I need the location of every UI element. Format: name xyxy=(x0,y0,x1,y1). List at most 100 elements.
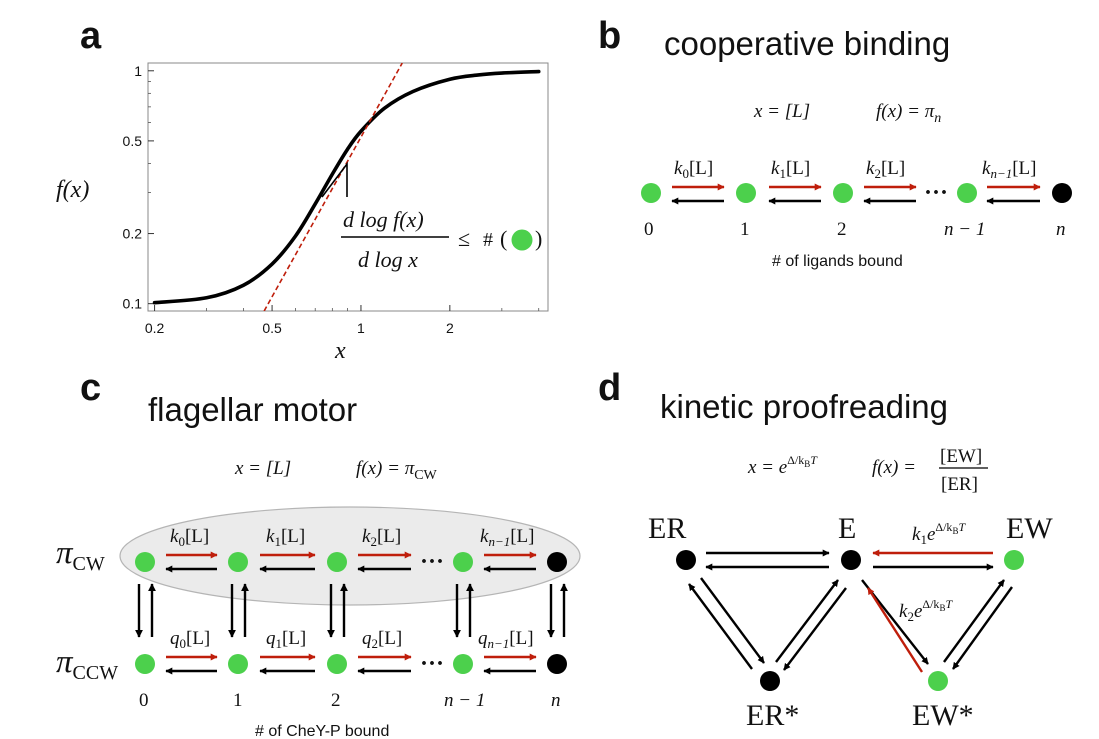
cw-state-2 xyxy=(327,552,347,572)
x-tick-label: 0.2 xyxy=(145,320,165,336)
panel-c: c flagellar motor x = [L] f(x) = πCW πCW… xyxy=(56,367,581,739)
count-symbol: # xyxy=(483,229,493,251)
x-tick-label: 0.5 xyxy=(262,320,282,336)
plot-frame xyxy=(147,62,549,312)
panel-b-x-definition: x = [L] xyxy=(753,101,810,122)
ccw-state-n-minus-1 xyxy=(453,654,473,674)
node-label-ew: EW xyxy=(1006,512,1053,545)
rate-label-k2: k2[L] xyxy=(866,158,905,181)
state-label-n: n xyxy=(1056,219,1066,240)
ccw-state-1 xyxy=(228,654,248,674)
node-ew-star xyxy=(928,671,948,691)
state-2 xyxy=(833,183,853,203)
cw-state-0 xyxy=(135,552,155,572)
ccw-ellipsis: ··· xyxy=(420,651,444,677)
node-er-star xyxy=(760,671,780,691)
x-tick-label: 1 xyxy=(357,320,365,336)
leq-symbol: ≤ xyxy=(458,226,470,251)
cw-rate-kn-1: kn−1[L] xyxy=(480,526,534,549)
panel-c-x-definition: x = [L] xyxy=(234,458,291,479)
node-label-er-star: ER* xyxy=(746,699,799,732)
ccw-rate-q2: q2[L] xyxy=(362,628,402,651)
arrow-ew-star-to-e xyxy=(866,587,924,673)
c-state-label-1: 1 xyxy=(233,690,243,711)
panel-b-title: cooperative binding xyxy=(664,25,950,62)
rate-label-k1: k1[L] xyxy=(771,158,810,181)
arrow-er-star-to-er xyxy=(688,583,753,670)
ccw-state-0 xyxy=(135,654,155,674)
panel-a: a 0.2 0.5 1 20.10.20.51 f(x) x d log f(x) d… xyxy=(56,15,549,364)
close-paren: ) xyxy=(535,226,542,251)
rate-label-kn-1: kn−1[L] xyxy=(982,158,1036,181)
panel-b-letter: b xyxy=(598,15,621,57)
node-label-e: E xyxy=(838,512,856,545)
cw-state-n xyxy=(547,552,567,572)
ratio-numerator: [EW] xyxy=(940,446,982,467)
state-0 xyxy=(641,183,661,203)
panel-b-f-definition: f(x) = πn xyxy=(876,101,941,126)
derivative-numerator: d log f(x) xyxy=(343,207,424,232)
panel-c-f-definition: f(x) = πCW xyxy=(356,458,438,483)
panel-b: b cooperative binding x = [L] f(x) = π n … xyxy=(598,15,1072,270)
panel-c-letter: c xyxy=(80,367,101,409)
arrow-e-to-er-star xyxy=(783,587,847,671)
y-tick-label: 1 xyxy=(134,63,142,79)
state-1 xyxy=(736,183,756,203)
y-axis-label: f(x) xyxy=(56,177,89,203)
bound-state-dot xyxy=(511,229,533,251)
ratio-denominator: [ER] xyxy=(941,474,978,495)
slope-triangle xyxy=(321,161,348,198)
cw-state-n-minus-1 xyxy=(453,552,473,572)
ccw-rate-qn-1: qn−1[L] xyxy=(478,628,534,651)
panel-d: d kinetic proofreading x = eΔ/kBT f(x) =… xyxy=(598,367,1053,732)
x-def-text: x = [L] xyxy=(753,101,810,122)
y-tick-label: 0.1 xyxy=(123,296,143,312)
plot-ticks: 0.2 0.5 1 20.10.20.51 xyxy=(123,63,540,336)
state-label-2: 2 xyxy=(837,219,847,240)
node-ew xyxy=(1004,550,1024,570)
cw-ellipsis: ··· xyxy=(420,549,444,575)
rate-label-k2-proofreading: k2eΔ/kBT xyxy=(899,597,953,624)
sigmoid-curve xyxy=(152,69,541,305)
chain-ellipsis: ··· xyxy=(924,180,948,206)
ccw-state-n xyxy=(547,654,567,674)
panel-c-title: flagellar motor xyxy=(148,391,357,428)
cw-rate-k0: k0[L] xyxy=(170,526,209,549)
cw-state-1 xyxy=(228,552,248,572)
state-n xyxy=(1052,183,1072,203)
panel-d-f-definition: f(x) = xyxy=(872,457,916,478)
x-tick-label: 2 xyxy=(446,320,454,336)
arrow-ew-to-ew-star xyxy=(952,586,1013,670)
rate-label-k0: k0[L] xyxy=(674,158,713,181)
rate-label-k1-proofreading: k1eΔ/kBT xyxy=(912,520,966,547)
state-label-1: 1 xyxy=(740,219,750,240)
f-def-sub: n xyxy=(934,111,941,126)
row-label-cw: πCW xyxy=(56,535,105,575)
c-state-label-n-minus-1: n − 1 xyxy=(444,690,485,711)
state-label-n-minus-1: n − 1 xyxy=(944,219,985,240)
ccw-state-2 xyxy=(327,654,347,674)
ccw-rate-q0: q0[L] xyxy=(170,628,210,651)
tangent-line xyxy=(263,63,403,311)
ccw-rate-q1: q1[L] xyxy=(266,628,306,651)
arrow-er-to-er-star xyxy=(700,577,765,664)
arrow-er-star-to-e xyxy=(775,579,839,663)
panel-d-title: kinetic proofreading xyxy=(660,388,948,425)
cw-rate-k1: k1[L] xyxy=(266,526,305,549)
y-tick-label: 0.5 xyxy=(123,133,143,149)
node-label-ew-star: EW* xyxy=(912,699,974,732)
state-label-0: 0 xyxy=(644,219,654,240)
node-er xyxy=(676,550,696,570)
derivative-denominator: d log x xyxy=(358,247,418,272)
slope-annotation: d log f(x) d log x ≤ # ( ) xyxy=(341,207,542,272)
f-def-text: f(x) = π xyxy=(876,101,935,122)
cw-state-ellipse xyxy=(119,506,581,606)
cw-rate-k2: k2[L] xyxy=(362,526,401,549)
state-n-minus-1 xyxy=(957,183,977,203)
c-state-label-0: 0 xyxy=(139,690,149,711)
arrow-ew-star-to-ew xyxy=(943,579,1005,663)
c-state-label-n: n xyxy=(551,690,561,711)
x-axis-label: x xyxy=(334,338,346,364)
node-e xyxy=(841,550,861,570)
